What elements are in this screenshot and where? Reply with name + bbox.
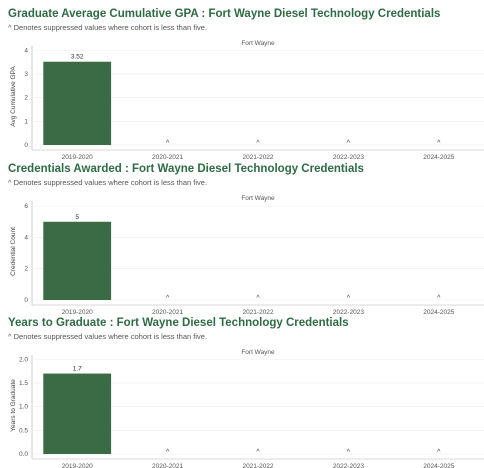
x-tick-label: 2020-2021 — [152, 463, 183, 468]
y-tick-label: 2.0 — [19, 356, 28, 363]
gpa-chart: Fort Wayne 0 1 2 3 4 Avg Cumulative GPA 3.52 201… — [10, 40, 484, 161]
suppressed-marker: ^ — [347, 140, 351, 147]
x-tick-label: 2024-2025 — [423, 463, 454, 468]
x-tick-label: 2019-2020 — [62, 154, 93, 161]
facet-label: Fort Wayne — [241, 40, 275, 47]
years-chart: Fort Wayne 0.0 0.5 1.0 1.5 2.0 Years to Gradua… — [10, 349, 484, 468]
suppressed-marker: ^ — [166, 140, 170, 147]
y-tick-label: 2 — [24, 266, 28, 273]
y-tick-label: 1 — [24, 118, 28, 125]
y-axis-label: Years to Graduate — [10, 379, 17, 432]
y-axis-label: Avg Cumulative GPA — [10, 66, 17, 127]
bar — [43, 373, 112, 454]
y-tick-label: 4 — [24, 234, 28, 241]
suppressed-marker: ^ — [256, 140, 260, 147]
suppressed-marker: ^ — [347, 295, 351, 302]
bar-value-label: 5 — [75, 214, 79, 221]
y-tick-label: 0.5 — [19, 427, 28, 434]
facet-label: Fort Wayne — [241, 195, 275, 202]
y-axis-label: Credential Count — [10, 227, 17, 276]
suppressed-marker: ^ — [437, 449, 441, 456]
suppressed-marker: ^ — [166, 449, 170, 456]
suppressed-marker: ^ — [347, 449, 351, 456]
bar — [43, 221, 112, 300]
chart-title: Years to Graduate : Fort Wayne Diesel Te… — [8, 317, 349, 329]
chart-subtitle: ^ Denotes suppressed values where cohort… — [8, 23, 208, 32]
chart-title: Graduate Average Cumulative GPA : Fort W… — [8, 8, 441, 20]
x-tick-label: 2019-2020 — [62, 463, 93, 468]
y-tick-label: 4 — [24, 47, 28, 54]
years-chart-panel: Years to Graduate : Fort Wayne Diesel Te… — [0, 317, 484, 468]
x-tick-label: 2019-2020 — [62, 309, 93, 316]
x-tick-label: 2024-2025 — [423, 154, 454, 161]
bar — [43, 61, 112, 145]
x-tick-label: 2022-2023 — [333, 309, 364, 316]
chart-subtitle: ^ Denotes suppressed values where cohort… — [8, 332, 208, 341]
suppressed-marker: ^ — [256, 295, 260, 302]
x-tick-label: 2021-2022 — [242, 154, 273, 161]
y-tick-label: 3 — [24, 71, 28, 78]
chart-subtitle: ^ Denotes suppressed values where cohort… — [8, 178, 208, 187]
x-tick-label: 2020-2021 — [152, 309, 183, 316]
credentials-chart: Fort Wayne 0 2 4 6 Credential Count 5 2019-2020… — [10, 195, 484, 316]
suppressed-marker: ^ — [256, 449, 260, 456]
suppressed-marker: ^ — [166, 295, 170, 302]
x-tick-label: 2024-2025 — [423, 309, 454, 316]
y-tick-label: 0 — [24, 297, 28, 304]
x-tick-label: 2021-2022 — [242, 309, 273, 316]
bar-value-label: 3.52 — [71, 54, 84, 61]
x-tick-label: 2022-2023 — [333, 154, 364, 161]
facet-label: Fort Wayne — [241, 349, 275, 356]
x-tick-label: 2022-2023 — [333, 463, 364, 468]
y-tick-label: 1.5 — [19, 380, 28, 387]
y-tick-label: 2 — [24, 95, 28, 102]
bar-value-label: 1.7 — [73, 366, 82, 373]
y-tick-label: 1.0 — [19, 404, 28, 411]
y-tick-label: 6 — [24, 203, 28, 210]
chart-title: Credentials Awarded : Fort Wayne Diesel … — [8, 163, 364, 175]
y-tick-label: 0.0 — [19, 451, 28, 458]
x-tick-label: 2021-2022 — [242, 463, 273, 468]
credentials-chart-panel: Credentials Awarded : Fort Wayne Diesel … — [0, 163, 484, 316]
x-tick-label: 2020-2021 — [152, 154, 183, 161]
suppressed-marker: ^ — [437, 295, 441, 302]
gpa-chart-panel: Graduate Average Cumulative GPA : Fort W… — [0, 8, 484, 161]
y-tick-label: 0 — [24, 142, 28, 149]
suppressed-marker: ^ — [437, 140, 441, 147]
